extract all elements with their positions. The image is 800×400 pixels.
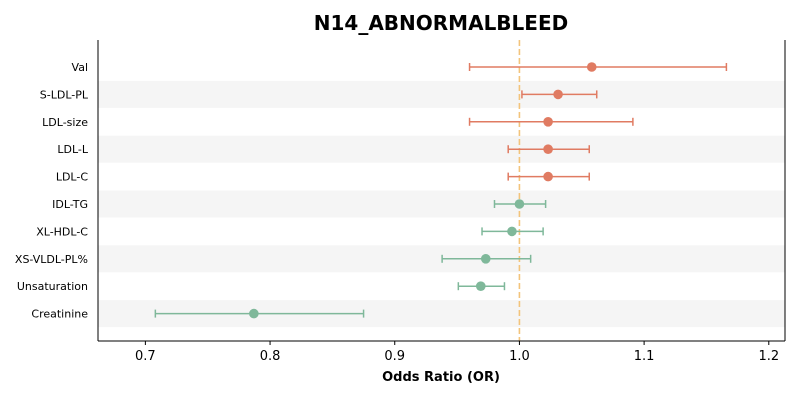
or-point [249, 308, 259, 319]
row-label: LDL-L [57, 143, 89, 156]
forest-row: LDL-C [56, 171, 590, 184]
row-label: IDL-TG [52, 198, 88, 211]
forest-row: Creatinine [31, 308, 365, 321]
row-label: Unsaturation [17, 280, 88, 293]
or-point [553, 89, 563, 100]
or-point [586, 62, 597, 72]
forest-row: XL-HDL-C [36, 225, 544, 238]
x-axis-label: Odds Ratio (OR) [382, 370, 500, 385]
x-ticks: 0.7 0.8 0.9 1.0 1.1 1.2 [135, 341, 779, 364]
row-label: Val [72, 61, 88, 74]
axes [97, 40, 786, 342]
row-label: LDL-C [56, 171, 89, 184]
forest-row: IDL-TG [52, 198, 547, 211]
forest-row: Val [72, 61, 728, 74]
forest-row: LDL-L [57, 143, 590, 156]
or-point [507, 226, 517, 237]
row-band [98, 80, 785, 108]
row-label: LDL-size [42, 116, 88, 129]
or-point [543, 117, 553, 127]
or-point [543, 171, 553, 182]
row-label: Creatinine [31, 308, 88, 321]
x-tick-label: 0.8 [260, 349, 281, 364]
or-point [543, 144, 553, 154]
row-bands [98, 80, 785, 328]
rows-group: Val S-LDL-PL LDL-size LDL-L LDL-C IDL-TG XL-HD… [15, 61, 728, 321]
forest-row: Unsaturation [17, 280, 506, 293]
forest-row: S-LDL-PL [40, 88, 598, 101]
x-tick-label: 1.0 [509, 349, 530, 364]
chart-title: N14_ABNORMALBLEED [314, 11, 568, 35]
row-label: XL-HDL-C [36, 225, 88, 238]
x-tick-label: 1.1 [634, 349, 655, 364]
row-label: XS-VLDL-PL% [15, 253, 88, 266]
x-tick-label: 0.7 [135, 349, 156, 364]
or-point [475, 281, 486, 292]
forest-row: XS-VLDL-PL% [15, 253, 532, 266]
or-point [514, 199, 525, 209]
x-tick-label: 1.2 [758, 349, 779, 364]
row-band [98, 190, 785, 218]
forest-row: LDL-size [42, 116, 634, 129]
or-point [480, 253, 491, 264]
row-label: S-LDL-PL [40, 88, 89, 101]
x-tick-label: 0.9 [384, 349, 405, 364]
row-band [98, 135, 785, 163]
